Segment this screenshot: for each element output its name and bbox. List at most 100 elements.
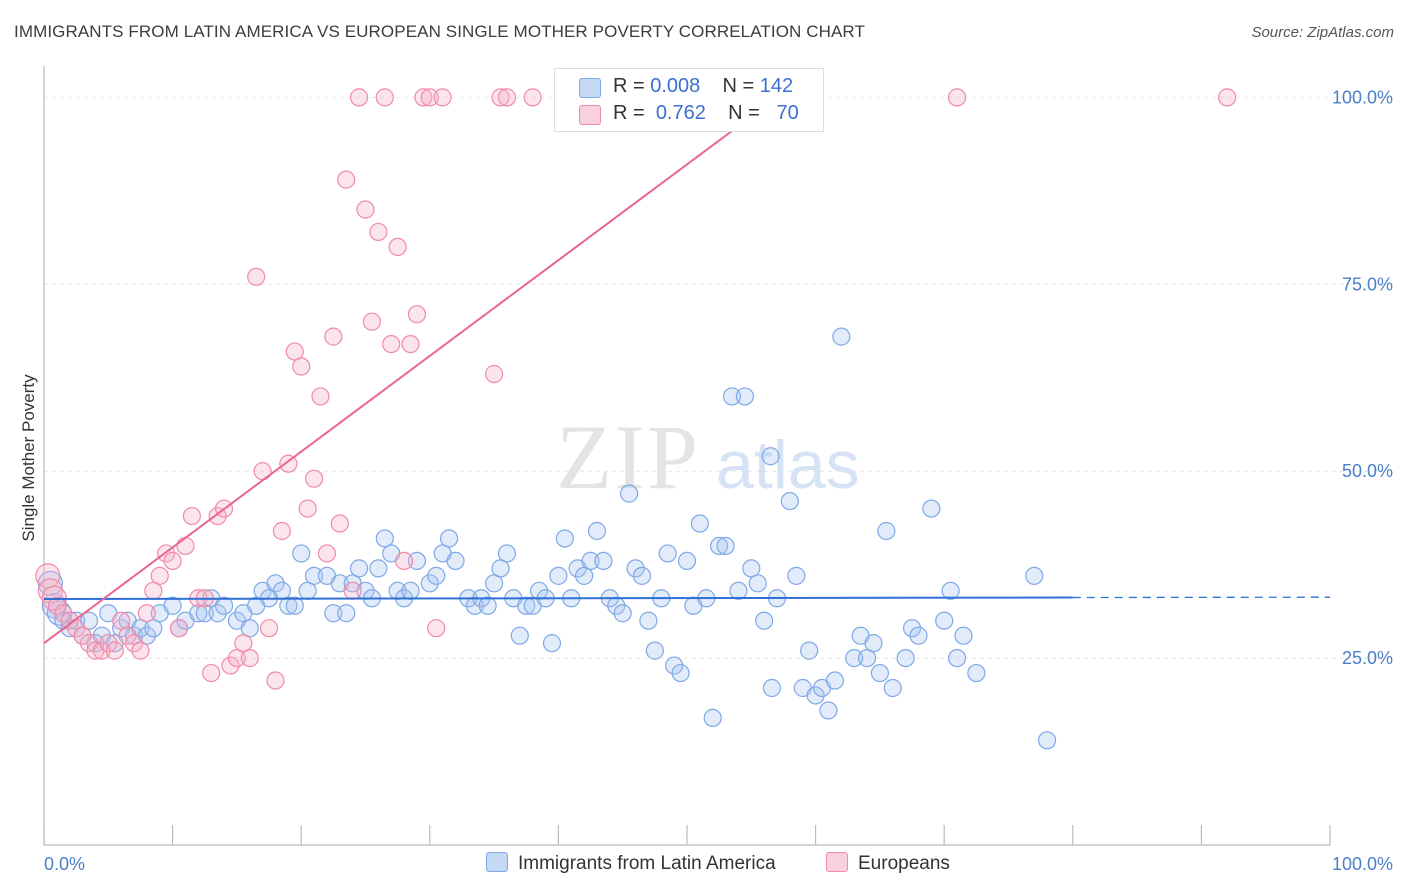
point-immigrants [762, 678, 781, 698]
point-europeans [240, 648, 259, 668]
point-europeans [298, 499, 317, 518]
point-immigrants [665, 656, 684, 675]
point-immigrants [922, 499, 941, 518]
point-immigrants [819, 701, 838, 720]
point-europeans [105, 641, 124, 660]
watermark: ZIP atlas [556, 406, 860, 508]
point-europeans [221, 656, 240, 675]
point-europeans [407, 305, 427, 324]
point-europeans [54, 604, 73, 623]
point-immigrants [639, 611, 658, 630]
point-immigrants [292, 544, 311, 563]
point-immigrants [626, 559, 645, 578]
point-immigrants [755, 611, 774, 630]
point-europeans [427, 619, 446, 638]
legend-label-europeans: Europeans [858, 853, 950, 874]
point-europeans [163, 551, 182, 571]
point-immigrants [761, 447, 780, 466]
point-europeans [92, 641, 111, 660]
point-immigrants [690, 514, 709, 533]
point-europeans [279, 454, 298, 473]
point-immigrants [266, 574, 285, 593]
point-europeans [292, 357, 311, 376]
y-tick-label: 50.0% [1342, 461, 1393, 481]
legend-swatch-blue [579, 78, 601, 98]
point-immigrants [304, 566, 324, 585]
point-europeans [420, 88, 439, 107]
point-immigrants [896, 648, 915, 668]
point-europeans [337, 170, 356, 189]
point-immigrants [780, 491, 799, 511]
point-immigrants [124, 626, 144, 645]
point-immigrants [285, 596, 304, 615]
trend-line-immigrants [43, 596, 1073, 601]
point-europeans [99, 634, 118, 653]
point-europeans [227, 648, 246, 668]
tick-labels: 25.0% 50.0% 75.0% 100.0% 0.0% 100.0% [44, 87, 1393, 874]
point-immigrants [439, 529, 459, 548]
point-immigrants [954, 626, 973, 645]
point-immigrants [163, 596, 182, 615]
point-immigrants [729, 581, 748, 600]
point-europeans [317, 544, 337, 563]
point-immigrants [208, 604, 227, 623]
point-immigrants [420, 574, 439, 593]
point-immigrants [510, 626, 529, 645]
point-europeans [272, 521, 292, 541]
point-immigrants [864, 634, 883, 653]
point-immigrants [677, 551, 697, 571]
legend-swatch-pink [826, 852, 848, 872]
point-immigrants [787, 566, 806, 585]
point-immigrants [703, 708, 722, 728]
point-immigrants [832, 327, 851, 346]
point-europeans [234, 634, 253, 653]
point-immigrants [845, 648, 864, 668]
y-tick-label: 25.0% [1342, 648, 1393, 668]
legend-swatch-pink [579, 105, 601, 125]
point-immigrants [613, 604, 632, 623]
legend-item-europeans: Europeans [826, 852, 950, 875]
point-europeans [202, 663, 221, 683]
point-immigrants [645, 641, 664, 660]
point-europeans [137, 604, 156, 623]
source-credit: Source: ZipAtlas.com [1251, 24, 1394, 41]
point-europeans [304, 469, 324, 488]
point-immigrants [748, 574, 767, 593]
point-europeans [1218, 88, 1237, 107]
point-europeans [375, 88, 394, 107]
point-europeans [47, 596, 66, 615]
y-axis-label: Single Mother Poverty [19, 374, 38, 542]
point-europeans [311, 387, 330, 406]
point-europeans [401, 334, 420, 354]
r-label: R = [613, 102, 645, 124]
point-immigrants [349, 559, 369, 578]
point-immigrants [800, 641, 819, 660]
point-europeans [491, 88, 510, 107]
point-europeans [118, 626, 137, 645]
point-immigrants [542, 634, 562, 653]
stats-legend: R = 0.008 N = 142 R = 0.762 N = 70 [554, 68, 824, 132]
trend-line-europeans [43, 96, 778, 644]
point-europeans [124, 634, 144, 653]
point-immigrants [240, 619, 259, 638]
point-immigrants [279, 596, 298, 615]
point-immigrants [857, 648, 877, 668]
point-europeans [349, 88, 369, 107]
point-europeans [247, 267, 266, 286]
point-immigrants [722, 387, 742, 406]
point-immigrants [375, 529, 394, 548]
point-immigrants [407, 551, 427, 571]
point-immigrants [189, 604, 208, 623]
n-value: 70 [776, 102, 799, 124]
point-immigrants [427, 566, 446, 585]
point-immigrants [877, 521, 896, 541]
point-immigrants [909, 626, 928, 645]
point-europeans [947, 88, 967, 107]
point-immigrants [742, 559, 761, 578]
point-immigrants [575, 566, 594, 585]
grid-lines [44, 96, 1392, 659]
point-immigrants [658, 544, 677, 563]
series-immigrants-latin-america [37, 327, 1057, 750]
legend-swatch-blue [486, 852, 508, 872]
n-value: 142 [759, 75, 794, 97]
